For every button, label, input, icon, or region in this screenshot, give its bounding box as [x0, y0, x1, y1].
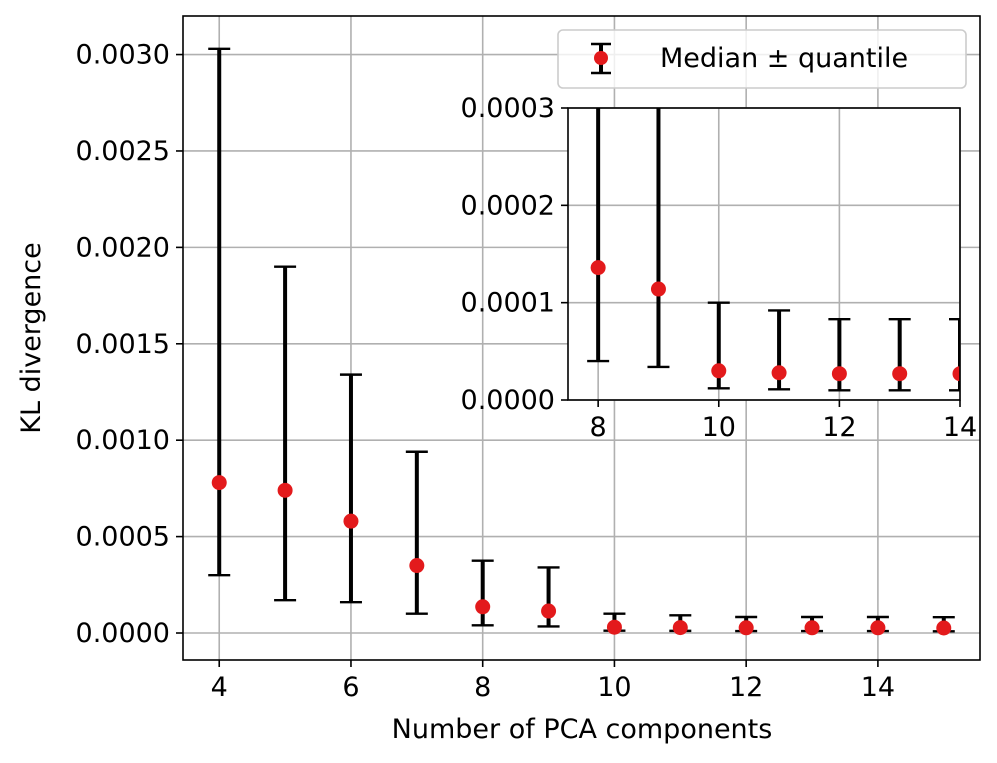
main-axes-frame — [182, 15, 981, 661]
main-y-tick-label: 0.0005 — [76, 522, 170, 553]
inset-point-group — [828, 318, 851, 392]
inset-y-tick-label: 0.0003 — [461, 93, 555, 124]
inset-x-tick-label: 8 — [590, 412, 607, 443]
inset-median-point — [590, 260, 606, 276]
inset-x-tick-label: 10 — [702, 412, 736, 443]
main-x-tick-labels: 4 6 8 10 12 14 — [211, 672, 895, 703]
inset-point-group — [587, 108, 610, 363]
inset-median-point — [650, 281, 666, 297]
main-x-tick-label: 12 — [729, 672, 763, 703]
main-point-group — [603, 612, 626, 635]
main-y-tick-label: 0.0000 — [76, 618, 170, 649]
inset-x-tick-label: 14 — [943, 412, 977, 443]
inset-median-point — [892, 366, 908, 382]
main-point-group — [932, 615, 955, 636]
main-median-point — [672, 620, 688, 636]
inset-x-tick-labels: 8 10 12 14 — [590, 412, 978, 443]
inset-point-group — [768, 309, 791, 391]
main-point-group — [471, 559, 494, 627]
main-median-point — [606, 619, 622, 635]
x-axis-label: Number of PCA components — [392, 714, 773, 745]
main-point-group — [339, 373, 362, 604]
main-x-tick-label: 8 — [474, 672, 491, 703]
main-point-group — [208, 47, 231, 577]
main-x-tick-label: 10 — [597, 672, 631, 703]
main-point-group — [669, 614, 692, 636]
main-median-point — [870, 620, 886, 636]
main-median-point — [409, 558, 425, 574]
legend-box — [557, 29, 967, 89]
main-median-point — [541, 603, 557, 619]
main-median-point — [738, 620, 754, 636]
main-point-group — [274, 265, 297, 602]
main-x-tick-label: 4 — [211, 672, 228, 703]
legend-entry-label: Median ± quantile — [660, 43, 908, 74]
main-x-tick-label: 6 — [342, 672, 359, 703]
main-point-group — [537, 566, 560, 628]
inset-y-tick-label: 0.0001 — [461, 288, 555, 319]
main-y-tick-label: 0.0030 — [76, 40, 170, 71]
inset-y-tick-labels: 0.0000 0.0001 0.0002 0.0003 — [461, 93, 555, 416]
inset-tick-marks — [561, 107, 961, 407]
inset-median-point — [952, 366, 960, 382]
inset-median-point — [771, 365, 787, 381]
main-point-group — [735, 615, 758, 636]
main-median-point — [475, 599, 491, 615]
inset-point-group — [888, 318, 911, 392]
inset-y-tick-label: 0.0002 — [461, 190, 555, 221]
main-median-point — [211, 475, 227, 491]
main-y-tick-label: 0.0010 — [76, 425, 170, 456]
inset-axes-frame — [567, 107, 961, 401]
main-data-series — [208, 47, 955, 636]
main-median-point — [277, 482, 293, 498]
main-y-tick-label: 0.0020 — [76, 232, 170, 263]
inset-background — [568, 108, 960, 400]
inset-point-group — [647, 108, 670, 369]
main-y-tick-labels: 0.0000 0.0005 0.0010 0.0015 0.0020 0.0025 0.00… — [76, 40, 170, 649]
main-median-point — [936, 620, 952, 636]
main-y-tick-label: 0.0015 — [76, 329, 170, 360]
main-x-tick-label: 14 — [861, 672, 895, 703]
y-axis-label: KL divergence — [16, 242, 47, 434]
inset-y-tick-label: 0.0000 — [461, 385, 555, 416]
inset-point-group — [707, 301, 730, 390]
inset-point-group — [949, 318, 960, 392]
inset-x-tick-label: 12 — [822, 412, 856, 443]
main-point-group — [801, 615, 824, 636]
legend: Median ± quantile — [557, 29, 967, 89]
legend-marker-icon — [594, 51, 608, 65]
main-median-point — [343, 513, 359, 529]
main-point-group — [866, 615, 889, 636]
main-point-group — [405, 450, 428, 615]
inset-data-series — [587, 108, 960, 392]
main-tick-marks — [176, 53, 879, 667]
inset-median-point — [711, 363, 727, 379]
inset-median-point — [831, 366, 847, 382]
main-y-tick-label: 0.0025 — [76, 136, 170, 167]
main-median-point — [804, 620, 820, 636]
